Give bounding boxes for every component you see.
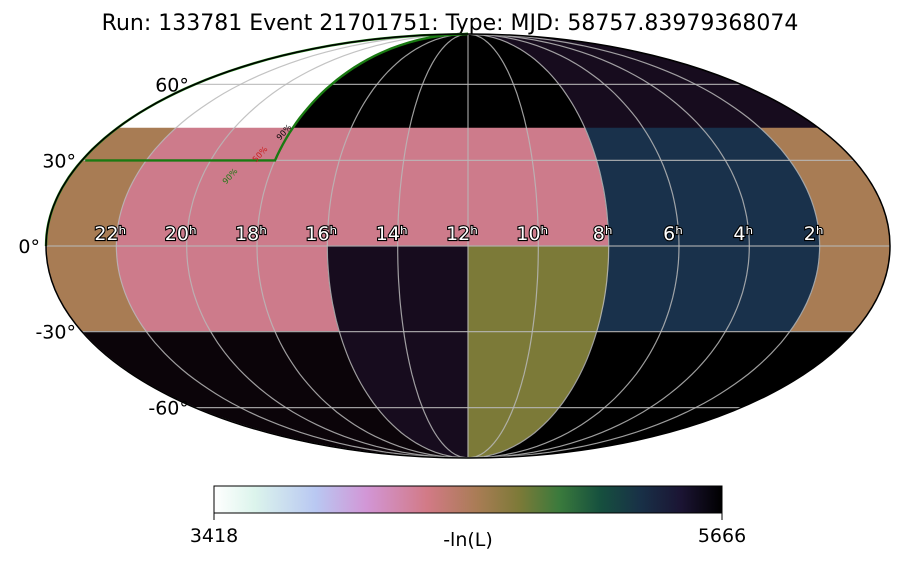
map-boundary [45, 33, 891, 459]
dec-tick-label: 30° [42, 150, 76, 172]
ra-tick-labels: 22ʰ 20ʰ 18ʰ 16ʰ 14ʰ 12ʰ 10ʰ 8ʰ 6ʰ 4ʰ 2ʰ [93, 222, 824, 246]
colorbar-label: -ln(L) [443, 529, 493, 551]
ra-tick-label: 4ʰ [733, 223, 753, 245]
colorbar-gradient [213, 485, 723, 514]
ra-tick-label: 14ʰ [376, 223, 408, 245]
colorbar-max-label: 5666 [698, 525, 746, 547]
ra-tick-label: 16ʰ [305, 223, 337, 245]
ra-tick-label: 10ʰ [516, 223, 548, 245]
sky-map [46, 34, 890, 458]
colorbar: 3418 5666 -ln(L) [190, 485, 746, 551]
dec-tick-label: 60° [155, 74, 189, 96]
colorbar-min-label: 3418 [190, 525, 238, 547]
ra-tick-label: 12ʰ [446, 223, 478, 245]
chart-title: Run: 133781 Event 21701751: Type: MJD: 5… [102, 11, 799, 36]
ra-tick-label: 2ʰ [804, 223, 824, 245]
dec-tick-labels: 60° 30° 0° -30° -60° [18, 74, 188, 419]
dec-tick-label: 0° [18, 236, 40, 258]
ra-tick-label: 18ʰ [235, 223, 267, 245]
ra-tick-label: 8ʰ [593, 223, 613, 245]
ra-tick-label: 20ʰ [165, 223, 197, 245]
dec-tick-label: -60° [148, 398, 189, 420]
dec-tick-label: -30° [35, 322, 76, 344]
ra-tick-label: 22ʰ [94, 223, 126, 245]
ra-tick-label: 6ʰ [663, 223, 683, 245]
